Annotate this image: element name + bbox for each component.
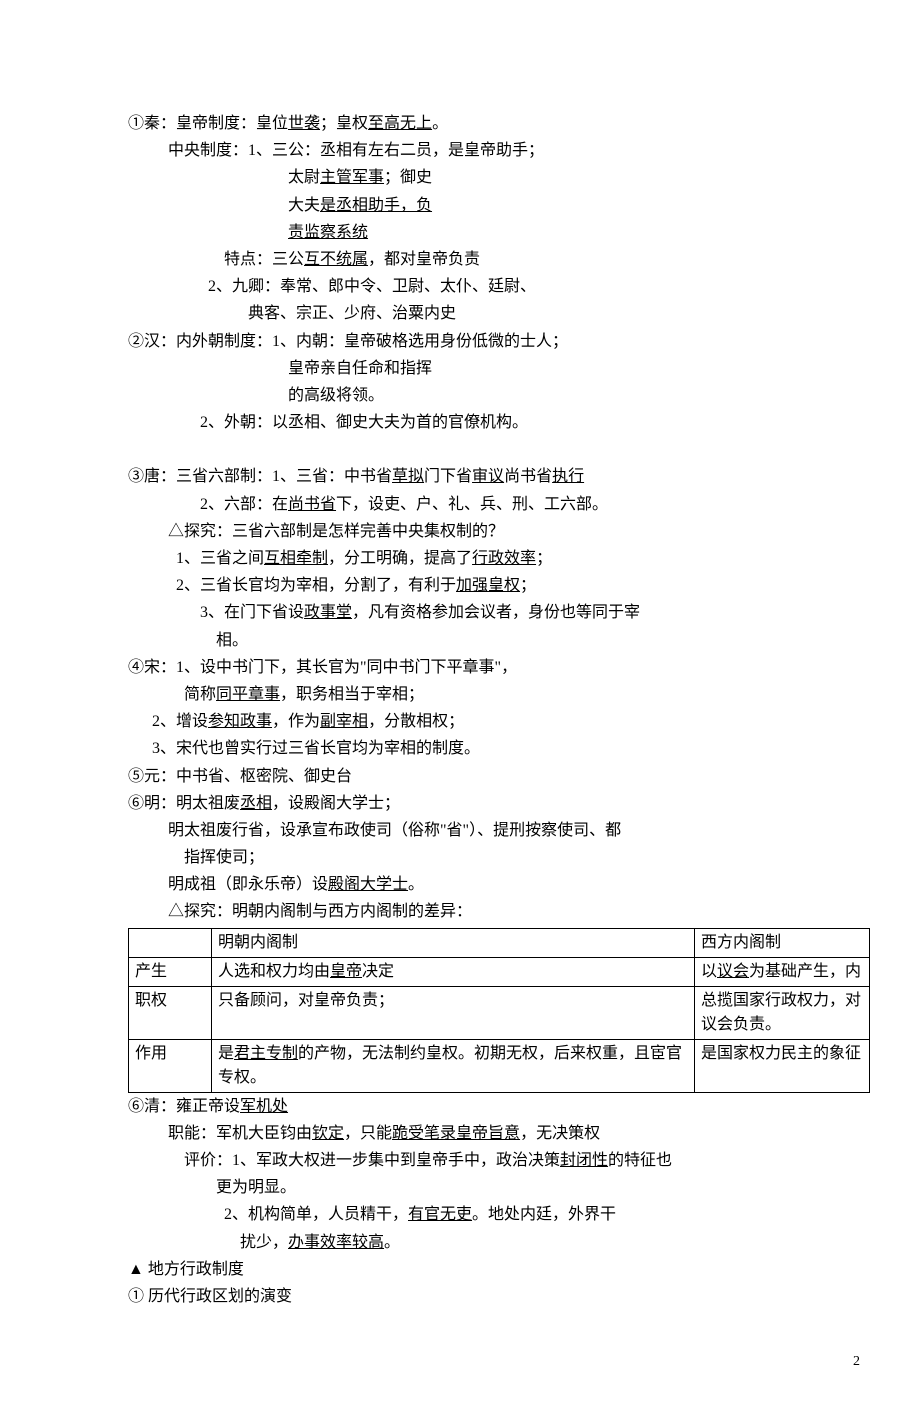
table-cell: 总揽国家行政权力，对议会负责。 (695, 986, 870, 1039)
text-line: 2、三省长官均为宰相，分割了，有利于加强皇权； (128, 572, 870, 599)
text-line: ▲ 地方行政制度 (128, 1256, 870, 1283)
text-line: 简称同平章事，职务相当于宰相； (128, 681, 870, 708)
text-line: 的高级将领。 (128, 382, 870, 409)
document-page: ①秦：皇帝制度：皇位世袭；皇权至高无上。 中央制度：1、三公：丞相有左右二员，是… (0, 0, 920, 1414)
text-line: 大夫是丞相助手，负 (128, 192, 870, 219)
text-line: 责监察系统 (128, 219, 870, 246)
text-line: 2、六部：在尚书省下，设吏、户、礼、兵、刑、工六部。 (128, 491, 870, 518)
table-cell: 人选和权力均由皇帝决定 (212, 957, 695, 986)
table-cell: 是国家权力民主的象征 (695, 1039, 870, 1092)
text-line: ⑥清：雍正帝设军机处 (128, 1093, 870, 1120)
text-line: 皇帝亲自任命和指挥 (128, 355, 870, 382)
table-cell: 只备顾问，对皇帝负责； (212, 986, 695, 1039)
text-line: 2、机构简单，人员精干，有官无吏。地处内廷，外界干 (128, 1201, 870, 1228)
text-line (128, 436, 870, 463)
text-line: ①秦：皇帝制度：皇位世袭；皇权至高无上。 (128, 110, 870, 137)
text-line: 扰少，办事效率较高。 (128, 1229, 870, 1256)
text-line: 2、外朝：以丞相、御史大夫为首的官僚机构。 (128, 409, 870, 436)
text-line: △探究：明朝内阁制与西方内阁制的差异： (128, 898, 870, 925)
table-cell: 产生 (129, 957, 212, 986)
text-line: 评价：1、军政大权进一步集中到皇帝手中，政治决策封闭性的特征也 (128, 1147, 870, 1174)
text-line: 2、九卿：奉常、郎中令、卫尉、太仆、廷尉、 (128, 273, 870, 300)
text-line: 中央制度：1、三公：丞相有左右二员，是皇帝助手； (128, 137, 870, 164)
table-row: 作用 是君主专制的产物，无法制约皇权。初期无权，后来权重，且宦官专权。 是国家权… (129, 1039, 870, 1092)
text-line: ⑥明：明太祖废丞相，设殿阁大学士； (128, 790, 870, 817)
text-line: ⑤元：中书省、枢密院、御史台 (128, 763, 870, 790)
text-line: 3、宋代也曾实行过三省长官均为宰相的制度。 (128, 735, 870, 762)
text-line: 职能：军机大臣钧由钦定，只能跪受笔录皇帝旨意，无决策权 (128, 1120, 870, 1147)
text-line: 更为明显。 (128, 1174, 870, 1201)
text-line: ②汉：内外朝制度：1、内朝：皇帝破格选用身份低微的士人； (128, 328, 870, 355)
table-cell: 以议会为基础产生，内 (695, 957, 870, 986)
text-line: 典客、宗正、少府、治粟内史 (128, 300, 870, 327)
text-line: 相。 (128, 627, 870, 654)
text-line: 明成祖（即永乐帝）设殿阁大学士。 (128, 871, 870, 898)
text-line: 2、增设参知政事，作为副宰相，分散相权； (128, 708, 870, 735)
page-number: 2 (128, 1350, 870, 1374)
text-line: 指挥使司； (128, 844, 870, 871)
text-line: 1、三省之间互相牵制，分工明确，提高了行政效率； (128, 545, 870, 572)
text-line: 3、在门下省设政事堂，凡有资格参加会议者，身份也等同于宰 (128, 599, 870, 626)
table-cell (129, 928, 212, 957)
table-cell: 明朝内阁制 (212, 928, 695, 957)
comparison-table: 明朝内阁制 西方内阁制 产生 人选和权力均由皇帝决定 以议会为基础产生，内 职权… (128, 928, 870, 1093)
text-line: 明太祖废行省，设承宣布政使司（俗称"省"）、提刑按察使司、都 (128, 817, 870, 844)
table-row: 产生 人选和权力均由皇帝决定 以议会为基础产生，内 (129, 957, 870, 986)
table-cell: 作用 (129, 1039, 212, 1092)
table-cell: 是君主专制的产物，无法制约皇权。初期无权，后来权重，且宦官专权。 (212, 1039, 695, 1092)
text-line: △探究：三省六部制是怎样完善中央集权制的？ (128, 518, 870, 545)
text-line: 特点：三公互不统属，都对皇帝负责 (128, 246, 870, 273)
text-line: 太尉主管军事；御史 (128, 164, 870, 191)
text-line: ① 历代行政区划的演变 (128, 1283, 870, 1310)
table-cell: 职权 (129, 986, 212, 1039)
table-cell: 西方内阁制 (695, 928, 870, 957)
text-line: ④宋：1、设中书门下，其长官为"同中书门下平章事"， (128, 654, 870, 681)
table-row: 职权 只备顾问，对皇帝负责； 总揽国家行政权力，对议会负责。 (129, 986, 870, 1039)
text-line: ③唐：三省六部制：1、三省：中书省草拟门下省审议尚书省执行 (128, 463, 870, 490)
table-row: 明朝内阁制 西方内阁制 (129, 928, 870, 957)
